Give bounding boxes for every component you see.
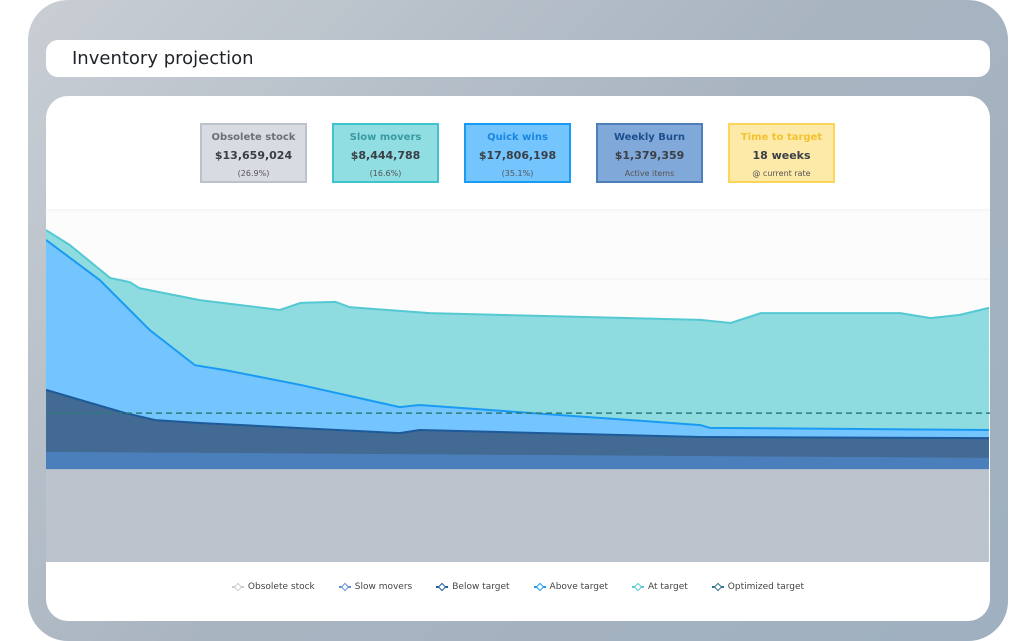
area-chart [46,209,990,563]
legend-marker-icon [533,583,546,591]
kpi-value: $13,659,024 [214,149,293,162]
kpi-title: Weekly Burn [613,132,686,143]
kpi-card-weekly-burn: Weekly Burn $1,379,359 Active items [596,123,703,183]
legend-item-below-target[interactable]: Below target [436,582,510,592]
kpi-title: Quick wins [487,132,548,143]
line-below-target [46,388,990,440]
legend-label: At target [648,582,688,592]
line-above-target [46,239,990,431]
chart-panel: Obsolete stock $13,659,024 (26.9%) Slow mov… [46,96,990,621]
kpi-value: $1,379,359 [614,149,685,162]
kpi-title: Time to target [740,132,823,143]
legend-marker-icon [711,583,724,591]
legend-marker-icon [436,583,449,591]
legend-label: Obsolete stock [247,582,315,592]
line-at-target [46,229,990,325]
chart-legend: Obsolete stock Slow movers Below target Abo… [46,582,990,592]
kpi-title: Slow movers [349,132,422,143]
kpi-value: $8,444,788 [350,149,421,162]
legend-item-above-target[interactable]: Above target [533,582,609,592]
kpi-value: $17,806,198 [478,149,557,162]
kpi-card-time-to-target: Time to target 18 weeks @ current rate [728,123,835,183]
kpi-subtitle: (26.9%) [237,169,270,178]
page-title: Inventory projection [46,40,990,77]
kpi-card-slow-movers: Slow movers $8,444,788 (16.6%) [332,123,439,183]
legend-item-obsolete-stock[interactable]: Obsolete stock [231,582,315,592]
kpi-subtitle: Active items [624,169,675,178]
kpi-subtitle: (16.6%) [369,169,402,178]
legend-marker-icon [632,583,645,591]
line-slow-movers [46,451,990,460]
kpi-subtitle: @ current rate [752,169,811,178]
kpi-card-obsolete-stock: Obsolete stock $13,659,024 (26.9%) [200,123,307,183]
legend-item-slow-movers[interactable]: Slow movers [338,582,413,592]
legend-label: Optimized target [727,582,805,592]
legend-item-at-target[interactable]: At target [632,582,688,592]
legend-marker-icon [231,583,244,591]
legend-label: Slow movers [354,582,413,592]
kpi-card-quick-wins: Quick wins $17,806,198 (35.1%) [464,123,571,183]
legend-marker-icon [338,583,351,591]
kpi-title: Obsolete stock [211,132,296,143]
area-obsolete-stock [46,470,989,562]
kpi-value: 18 weeks [752,149,811,162]
legend-label: Below target [452,582,510,592]
kpi-subtitle: (35.1%) [501,169,534,178]
legend-label: Above target [549,582,609,592]
legend-item-optimized-target[interactable]: Optimized target [711,582,805,592]
